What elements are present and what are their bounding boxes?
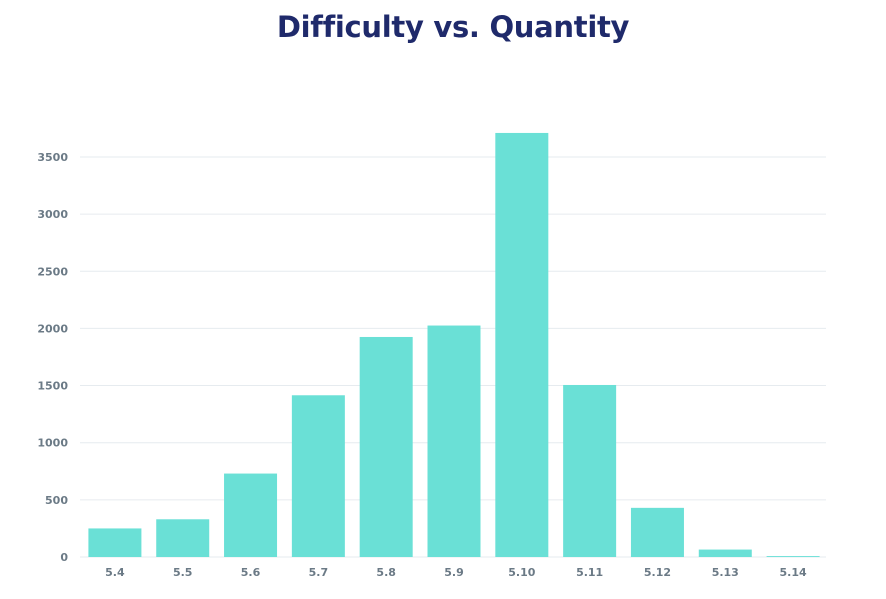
x-tick-label: 5.7 bbox=[309, 566, 329, 579]
y-tick-label: 3500 bbox=[37, 151, 68, 164]
bar-5-12 bbox=[630, 507, 684, 557]
y-tick-label: 2500 bbox=[37, 265, 68, 278]
x-tick-label: 5.13 bbox=[712, 566, 739, 579]
x-tick-label: 5.11 bbox=[576, 566, 603, 579]
bar-5-10 bbox=[495, 132, 549, 557]
y-tick-label: 1500 bbox=[37, 380, 68, 393]
bar-5-5 bbox=[156, 519, 210, 557]
bar-5-13 bbox=[698, 549, 752, 557]
y-tick-label: 500 bbox=[45, 494, 68, 507]
x-tick-label: 5.9 bbox=[444, 566, 464, 579]
bar-5-4 bbox=[88, 528, 142, 557]
x-axis-ticks: 5.4 5.5 5.6 5.7 5.8 5.9 5.10 5.11 5.12 5.13 5.14 bbox=[105, 566, 807, 579]
x-tick-label: 5.14 bbox=[780, 566, 807, 579]
bar-5-8 bbox=[359, 336, 413, 557]
x-tick-label: 5.5 bbox=[173, 566, 193, 579]
x-tick-label: 5.12 bbox=[644, 566, 671, 579]
x-tick-label: 5.8 bbox=[376, 566, 396, 579]
bar-5-11 bbox=[563, 384, 617, 557]
x-tick-label: 5.6 bbox=[241, 566, 261, 579]
bar-5-14 bbox=[766, 556, 820, 557]
x-tick-label: 5.4 bbox=[105, 566, 125, 579]
y-tick-label: 0 bbox=[60, 551, 68, 564]
y-tick-label: 2000 bbox=[37, 322, 68, 335]
bar-5-9 bbox=[427, 325, 481, 557]
bars bbox=[88, 132, 820, 557]
y-tick-label: 1000 bbox=[37, 437, 68, 450]
y-tick-label: 3000 bbox=[37, 208, 68, 221]
bar-5-6 bbox=[224, 473, 278, 557]
chart-title: Difficulty vs. Quantity bbox=[276, 10, 630, 44]
x-tick-label: 5.10 bbox=[508, 566, 535, 579]
y-axis-ticks: 0 500 1000 1500 2000 2500 3000 3500 bbox=[37, 151, 68, 564]
bar-5-7 bbox=[291, 395, 345, 557]
